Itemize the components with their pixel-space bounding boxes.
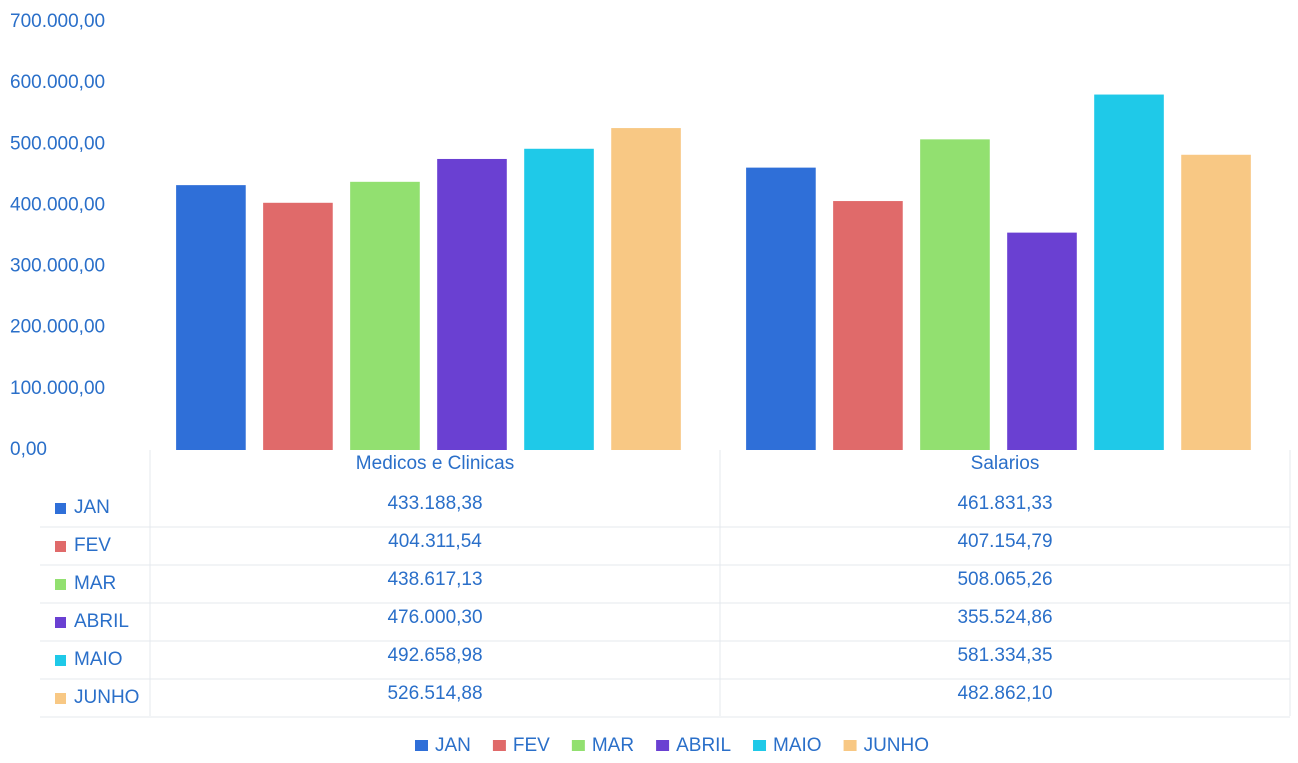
bar (176, 185, 246, 451)
legend-label: JUNHO (864, 735, 929, 756)
row-legend-swatch (55, 617, 66, 628)
bar (746, 167, 816, 451)
bar (524, 148, 594, 450)
row-label: ABRIL (74, 611, 129, 632)
legend-label: ABRIL (676, 735, 731, 756)
value-label: 508.065,26 (957, 569, 1052, 590)
y-tick-label: 100.000,00 (10, 378, 105, 399)
category-label: Salarios (971, 453, 1040, 474)
value-label: 438.617,13 (387, 569, 482, 590)
bar (920, 139, 990, 451)
value-label: 407.154,79 (957, 531, 1052, 552)
bar (263, 202, 333, 450)
bar (611, 128, 681, 450)
y-tick-label: 600.000,00 (10, 72, 105, 93)
legend-swatch (492, 740, 506, 751)
value-label: 476.000,30 (387, 607, 482, 628)
y-tick-label: 0,00 (10, 439, 47, 460)
row-legend-swatch (55, 579, 66, 590)
row-legend-swatch (55, 693, 66, 704)
row-legend-swatch (55, 541, 66, 552)
row-legend-swatch (55, 503, 66, 514)
bar (1181, 154, 1251, 450)
row-label: FEV (74, 535, 111, 556)
legend-swatch (571, 740, 585, 751)
y-tick-label: 700.000,00 (10, 11, 105, 32)
y-tick-label: 300.000,00 (10, 256, 105, 277)
row-label: MAIO (74, 649, 123, 670)
row-legend-swatch (55, 655, 66, 666)
legend-swatch (415, 740, 428, 751)
value-label: 492.658,98 (387, 645, 482, 666)
row-label: MAR (74, 573, 116, 594)
value-label: 581.334,35 (957, 645, 1052, 666)
value-label: 461.831,33 (957, 493, 1052, 514)
bar (833, 201, 903, 450)
legend-swatch (843, 740, 857, 751)
legend-swatch (753, 740, 767, 751)
bar (350, 181, 420, 450)
y-tick-label: 200.000,00 (10, 317, 105, 338)
bar (437, 158, 507, 450)
value-label: 433.188,38 (387, 493, 482, 514)
category-label: Medicos e Clinicas (356, 453, 514, 474)
y-tick-label: 500.000,00 (10, 133, 105, 154)
legend-swatch (656, 740, 670, 751)
legend-label: MAIO (773, 735, 822, 756)
value-label: 482.862,10 (957, 683, 1052, 704)
y-tick-label: 400.000,00 (10, 194, 105, 215)
legend-label: MAR (592, 735, 634, 756)
row-label: JAN (74, 497, 110, 518)
legend-label: FEV (513, 735, 550, 756)
row-label: JUNHO (74, 687, 139, 708)
value-label: 355.524,86 (957, 607, 1052, 628)
legend-label: JAN (435, 735, 471, 756)
value-label: 526.514,88 (387, 683, 482, 704)
bar (1094, 94, 1164, 450)
bar (1007, 232, 1077, 450)
value-label: 404.311,54 (388, 531, 482, 552)
